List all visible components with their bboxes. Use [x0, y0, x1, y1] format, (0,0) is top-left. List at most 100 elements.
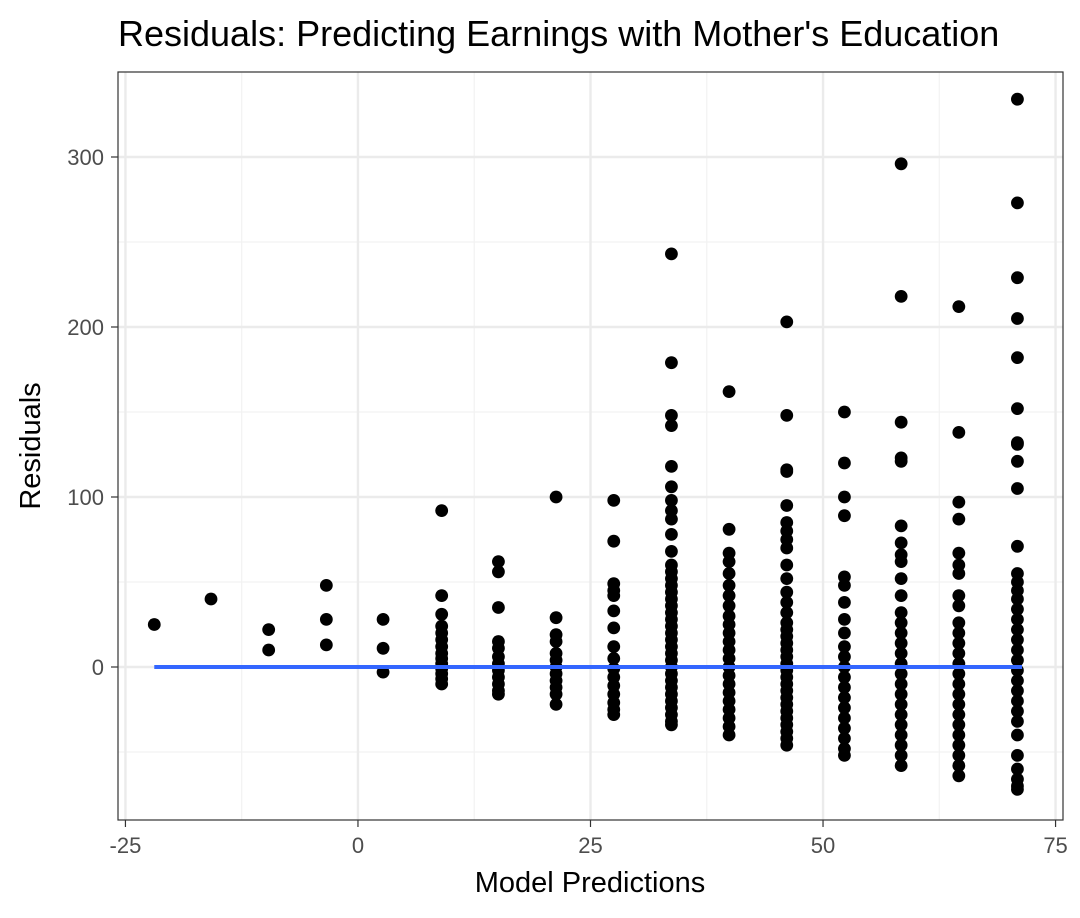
data-point [894, 677, 908, 691]
data-point [894, 749, 908, 762]
data-point [1011, 539, 1024, 553]
data-point [1011, 715, 1024, 728]
data-point [838, 721, 851, 735]
data-point [1011, 482, 1024, 495]
chart-title: Residuals: Predicting Earnings with Moth… [118, 13, 999, 54]
data-point [1011, 704, 1024, 718]
data-point [780, 541, 794, 555]
data-point [780, 606, 794, 619]
data-point [838, 711, 851, 725]
data-point [1011, 653, 1024, 667]
data-point [607, 708, 621, 721]
data-point [665, 494, 678, 507]
data-point [1011, 694, 1024, 708]
data-point [607, 534, 621, 548]
data-point [1011, 196, 1024, 210]
y-axis-title: Residuals [15, 382, 47, 509]
data-point [1011, 437, 1024, 451]
data-point [838, 681, 851, 694]
data-point [780, 585, 794, 599]
data-point [1011, 92, 1024, 106]
data-point [665, 247, 678, 261]
data-point [665, 409, 678, 422]
data-point [1011, 728, 1024, 742]
data-point [1011, 623, 1024, 636]
data-point [838, 670, 851, 684]
data-point [894, 616, 908, 630]
data-point [838, 405, 851, 419]
data-point [549, 687, 563, 701]
data-point [607, 494, 621, 507]
data-point [838, 691, 851, 704]
data-point [952, 759, 966, 772]
data-point [894, 647, 908, 660]
data-point [894, 536, 908, 550]
data-point [1011, 674, 1024, 687]
data-point [952, 708, 966, 721]
data-point [838, 613, 851, 626]
data-point [1011, 762, 1024, 776]
data-point [204, 592, 218, 606]
data-point [1011, 613, 1024, 626]
data-point [894, 157, 908, 171]
data-point [665, 419, 678, 432]
data-point [952, 687, 966, 701]
y-tick-label: 100 [67, 485, 104, 510]
data-point [894, 728, 908, 742]
data-point [894, 738, 908, 752]
data-point [894, 589, 908, 602]
data-point [722, 522, 736, 536]
data-point [894, 718, 908, 732]
data-point [607, 640, 621, 653]
data-point [607, 589, 621, 602]
data-point [952, 647, 966, 660]
data-point [435, 504, 449, 517]
data-point [952, 300, 966, 313]
plot-panel [117, 71, 1064, 821]
data-point [435, 607, 449, 621]
data-point [376, 613, 390, 626]
data-point [492, 565, 505, 579]
data-point [665, 512, 678, 526]
data-point [952, 616, 966, 630]
data-point [838, 701, 851, 715]
data-point [838, 626, 851, 640]
data-point [1011, 643, 1024, 657]
data-point [1011, 783, 1024, 796]
data-point [319, 638, 333, 652]
data-point [894, 667, 908, 681]
data-point [838, 456, 851, 470]
data-point [838, 490, 851, 504]
data-point [838, 732, 851, 745]
x-tick-label: 50 [811, 833, 835, 858]
data-point [492, 687, 505, 701]
data-point [665, 545, 678, 558]
data-point [894, 687, 908, 701]
data-point [722, 579, 736, 592]
x-tick-label: 25 [578, 833, 602, 858]
x-axis: -25 0 25 50 75 [110, 820, 1068, 858]
data-point [952, 626, 966, 640]
data-point [262, 623, 276, 636]
data-point [894, 606, 908, 619]
data-point [952, 667, 966, 681]
x-axis-title: Model Predictions [475, 867, 706, 899]
data-point [1011, 454, 1024, 468]
y-tick-label: 0 [92, 655, 104, 680]
y-axis: 0 100 200 300 [67, 145, 118, 680]
data-point [780, 465, 794, 478]
data-point [607, 604, 621, 618]
data-point [319, 579, 333, 592]
data-point [952, 749, 966, 762]
data-point [894, 555, 908, 568]
data-point [952, 495, 966, 509]
data-point [319, 613, 333, 626]
data-point [665, 356, 678, 370]
data-point [1011, 402, 1024, 415]
data-point [1011, 271, 1024, 285]
data-point [665, 528, 678, 541]
data-point [838, 650, 851, 664]
data-point [722, 567, 736, 580]
data-point [894, 415, 908, 429]
data-point [607, 621, 621, 635]
